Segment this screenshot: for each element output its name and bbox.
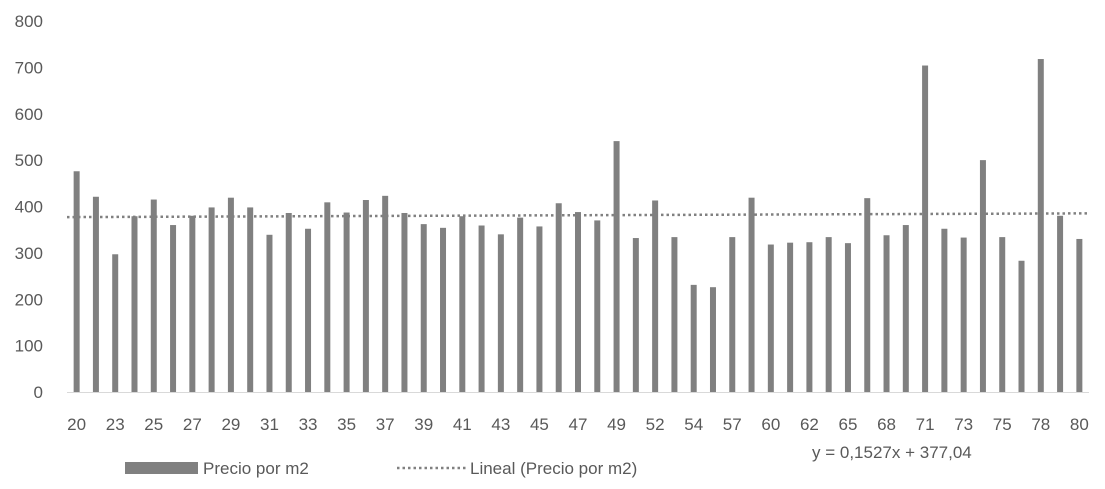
- bar-21: [92, 196, 99, 392]
- bar-49: [613, 141, 620, 392]
- bar-31: [266, 234, 273, 392]
- bar-23: [112, 254, 119, 392]
- bar-51: [632, 238, 639, 392]
- bar-25: [150, 199, 157, 392]
- bar-20: [73, 171, 80, 392]
- bar-34: [324, 202, 331, 392]
- bar-73: [960, 237, 967, 392]
- bar-41: [459, 216, 466, 392]
- x-tick-label-23: 23: [106, 415, 125, 434]
- x-tick-label-52: 52: [646, 415, 665, 434]
- y-tick-label-400: 400: [15, 198, 43, 217]
- x-tick-label-62: 62: [800, 415, 819, 434]
- legend-swatch-bar: [125, 462, 198, 474]
- bar-24: [131, 216, 138, 392]
- x-tick-label-27: 27: [183, 415, 202, 434]
- legend-label-bars: Precio por m2: [203, 459, 309, 478]
- bars-group: [73, 59, 1083, 393]
- bar-62: [806, 242, 813, 392]
- x-tick-label-68: 68: [877, 415, 896, 434]
- x-axis-tick-labels: 20 23 25 27 29 31 33 35 37 39 41 43 45 47 49 52 54 57 60 62…: [67, 415, 1089, 434]
- bar-36: [362, 200, 369, 392]
- bar-77: [1018, 260, 1025, 392]
- bar-28: [208, 207, 215, 392]
- bar-40: [440, 227, 447, 392]
- bar-63: [825, 237, 832, 392]
- trendline-equation: y = 0,1527x + 377,04: [812, 443, 972, 462]
- bar-33: [305, 228, 312, 392]
- bar-68: [883, 235, 890, 392]
- x-tick-label-20: 20: [67, 415, 86, 434]
- bar-46: [555, 203, 562, 392]
- bar-37: [382, 195, 389, 392]
- x-tick-label-78: 78: [1031, 415, 1050, 434]
- x-tick-label-25: 25: [144, 415, 163, 434]
- bar-30: [247, 207, 254, 392]
- y-tick-label-700: 700: [15, 58, 43, 77]
- y-tick-label-800: 800: [15, 12, 43, 31]
- legend-label-trendline: Lineal (Precio por m2): [470, 459, 637, 478]
- bar-69: [902, 225, 909, 392]
- bar-71: [922, 65, 929, 393]
- x-tick-label-54: 54: [684, 415, 703, 434]
- bar-53: [671, 237, 678, 392]
- x-tick-label-60: 60: [761, 415, 780, 434]
- bar-47: [575, 212, 581, 392]
- bar-38: [401, 212, 408, 392]
- x-tick-label-37: 37: [376, 415, 395, 434]
- x-tick-label-71: 71: [916, 415, 935, 434]
- bar-66: [864, 198, 871, 392]
- bar-80: [1076, 238, 1083, 392]
- x-tick-label-35: 35: [337, 415, 356, 434]
- bar-52: [652, 200, 659, 392]
- bar-75: [999, 237, 1006, 392]
- y-tick-label-0: 0: [34, 383, 43, 402]
- bar-61: [787, 242, 794, 392]
- x-tick-label-41: 41: [453, 415, 472, 434]
- y-tick-label-100: 100: [15, 337, 43, 356]
- y-tick-label-200: 200: [15, 290, 43, 309]
- bar-54: [690, 284, 697, 392]
- bar-43: [497, 234, 504, 392]
- bar-39: [420, 224, 427, 392]
- x-tick-label-31: 31: [260, 415, 279, 434]
- y-tick-label-600: 600: [15, 105, 43, 124]
- y-tick-label-500: 500: [15, 151, 43, 170]
- bar-35: [343, 212, 350, 392]
- x-tick-label-75: 75: [993, 415, 1012, 434]
- y-axis-tick-labels: 0 100 200 300 400 500 600 700 800: [15, 12, 43, 402]
- bar-32: [285, 212, 292, 392]
- x-tick-label-33: 33: [299, 415, 318, 434]
- x-tick-label-65: 65: [838, 415, 857, 434]
- bar-26: [170, 225, 177, 392]
- x-tick-label-80: 80: [1070, 415, 1089, 434]
- bar-60: [767, 244, 774, 392]
- x-tick-label-57: 57: [723, 415, 742, 434]
- x-tick-label-29: 29: [221, 415, 240, 434]
- bar-44: [517, 217, 524, 392]
- bar-58: [748, 197, 755, 392]
- x-tick-label-49: 49: [607, 415, 626, 434]
- bar-72: [941, 228, 948, 392]
- bar-78: [1037, 59, 1044, 392]
- bar-42: [478, 225, 485, 392]
- bar-79: [1057, 215, 1064, 392]
- bar-65: [844, 243, 851, 392]
- bar-45: [536, 226, 543, 392]
- bar-74: [979, 160, 986, 393]
- x-tick-label-73: 73: [954, 415, 973, 434]
- bar-56: [709, 287, 716, 392]
- x-tick-label-43: 43: [491, 415, 510, 434]
- bar-29: [227, 197, 234, 392]
- y-tick-label-300: 300: [15, 244, 43, 263]
- bar-27: [189, 215, 196, 392]
- x-tick-label-39: 39: [414, 415, 433, 434]
- legend: Precio por m2 Lineal (Precio por m2): [125, 459, 637, 478]
- bar-57: [729, 237, 736, 392]
- x-tick-label-45: 45: [530, 415, 549, 434]
- bar-48: [594, 220, 601, 392]
- x-tick-label-47: 47: [569, 415, 588, 434]
